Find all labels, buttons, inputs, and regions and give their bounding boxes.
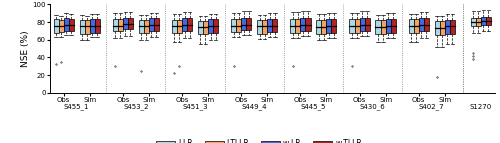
- Bar: [360, 18, 364, 31]
- Bar: [486, 17, 491, 25]
- Bar: [440, 21, 445, 35]
- Text: S455_1: S455_1: [64, 104, 90, 110]
- Bar: [296, 19, 300, 33]
- Bar: [198, 21, 203, 34]
- Bar: [154, 18, 159, 31]
- Bar: [231, 19, 236, 32]
- Text: S451_3: S451_3: [182, 104, 208, 110]
- Bar: [187, 18, 192, 31]
- Bar: [236, 19, 241, 32]
- Bar: [290, 19, 296, 33]
- Bar: [364, 18, 370, 31]
- Bar: [390, 19, 396, 33]
- Bar: [424, 18, 429, 31]
- Bar: [386, 19, 390, 33]
- Bar: [58, 20, 64, 32]
- Bar: [54, 19, 59, 33]
- Bar: [257, 20, 262, 34]
- Bar: [306, 18, 310, 31]
- Bar: [316, 20, 322, 34]
- Text: S430_6: S430_6: [360, 104, 386, 110]
- Text: S449_4: S449_4: [242, 104, 267, 110]
- Bar: [241, 18, 246, 30]
- Bar: [326, 19, 332, 33]
- Bar: [380, 20, 386, 34]
- Bar: [332, 19, 336, 33]
- Bar: [149, 18, 154, 31]
- Bar: [118, 19, 123, 31]
- Bar: [408, 19, 414, 33]
- Bar: [376, 20, 380, 34]
- Bar: [94, 19, 100, 33]
- Bar: [203, 21, 208, 34]
- Bar: [267, 19, 272, 32]
- Bar: [434, 21, 440, 35]
- Bar: [177, 20, 182, 33]
- Bar: [470, 18, 476, 26]
- Text: S445_5: S445_5: [300, 104, 326, 110]
- Bar: [322, 20, 326, 34]
- Bar: [445, 20, 450, 34]
- Bar: [272, 19, 278, 32]
- Bar: [138, 20, 144, 33]
- Bar: [450, 20, 455, 34]
- Bar: [476, 18, 481, 26]
- Legend: l-LR, l-TLLR, w-LR, w-TLLR: l-LR, l-TLLR, w-LR, w-TLLR: [153, 136, 365, 143]
- Bar: [414, 19, 419, 33]
- Y-axis label: NSE (%): NSE (%): [20, 30, 30, 67]
- Bar: [182, 18, 187, 31]
- Text: S453_2: S453_2: [123, 104, 148, 110]
- Bar: [84, 20, 89, 34]
- Bar: [300, 18, 306, 31]
- Bar: [90, 19, 94, 33]
- Bar: [123, 18, 128, 29]
- Text: S402_7: S402_7: [419, 104, 444, 110]
- Bar: [68, 19, 73, 31]
- Bar: [481, 17, 486, 25]
- Bar: [80, 20, 84, 34]
- Bar: [128, 18, 133, 29]
- Bar: [350, 19, 354, 33]
- Bar: [262, 20, 267, 34]
- Bar: [172, 20, 177, 33]
- Text: S1270: S1270: [470, 104, 492, 110]
- Bar: [213, 19, 218, 33]
- Bar: [144, 20, 149, 33]
- Bar: [64, 18, 68, 31]
- Bar: [208, 19, 213, 33]
- Bar: [246, 18, 252, 30]
- Bar: [112, 19, 118, 31]
- Bar: [419, 18, 424, 31]
- Bar: [354, 19, 360, 33]
